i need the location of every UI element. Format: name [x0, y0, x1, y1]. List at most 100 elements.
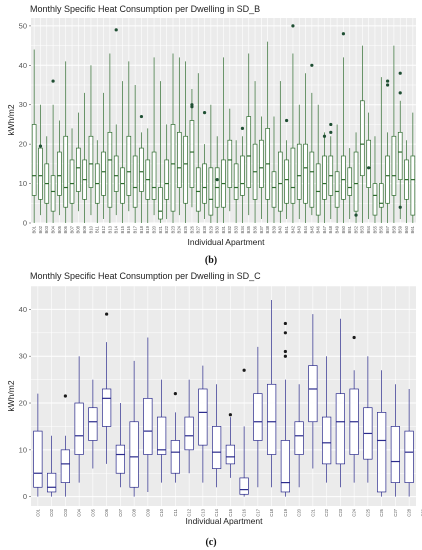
- x-tick-label: B45: [309, 225, 314, 233]
- box-C01: [33, 393, 43, 497]
- box-iqr: [60, 449, 70, 483]
- x-tick-label: C01: [35, 508, 40, 516]
- x-tick-label: B38: [265, 225, 270, 233]
- box-iqr: [253, 393, 263, 441]
- x-tick-label: B22: [164, 225, 169, 233]
- box-B60: [404, 140, 409, 223]
- box-B15: [120, 81, 125, 223]
- y-tick-label: 10: [19, 179, 27, 188]
- x-tick-label: B50: [341, 225, 346, 233]
- box-iqr: [38, 147, 43, 200]
- x-tick-label: C07: [118, 508, 123, 516]
- box-iqr: [183, 135, 188, 204]
- box-iqr: [208, 167, 214, 216]
- box-iqr: [88, 407, 98, 441]
- x-tick-label: B40: [278, 225, 283, 233]
- y-tick-label: 0: [23, 492, 27, 501]
- box-B30: [214, 136, 220, 223]
- box-B55: [372, 136, 378, 223]
- x-tick-label: B11: [95, 225, 100, 233]
- chart-b-boxes: [31, 24, 416, 223]
- x-tick-label: B18: [139, 225, 144, 233]
- box-C15: [225, 413, 235, 478]
- box-iqr: [322, 416, 332, 465]
- x-tick-label: C08: [132, 508, 137, 516]
- box-B31: [221, 57, 226, 223]
- outlier-point: [354, 213, 358, 217]
- outlier-point: [242, 368, 246, 372]
- box-iqr: [296, 143, 302, 200]
- box-iqr: [101, 151, 106, 196]
- box-C12: [184, 379, 194, 474]
- x-tick-label: B19: [145, 225, 150, 233]
- x-tick-label: C16: [242, 508, 247, 516]
- x-tick-label: B39: [271, 225, 276, 233]
- outlier-point: [240, 126, 245, 130]
- y-tick-label: 10: [19, 445, 27, 454]
- x-tick-label: B57: [385, 225, 390, 233]
- y-tick-label: 0: [23, 219, 27, 228]
- box-iqr: [335, 393, 345, 465]
- box-C18: [267, 300, 277, 488]
- box-iqr: [57, 151, 62, 196]
- box-iqr: [378, 183, 384, 208]
- box-iqr: [126, 135, 132, 196]
- box-B14: [113, 28, 119, 216]
- x-tick-label: C17: [255, 508, 260, 516]
- box-iqr: [151, 151, 157, 200]
- outlier-point: [283, 331, 287, 335]
- box-B29: [208, 104, 214, 223]
- outlier-point: [398, 71, 402, 75]
- x-tick-label: B36: [252, 225, 257, 233]
- x-tick-label: B25: [183, 225, 188, 233]
- chart-c-x-ticks: C01 C02 C03 C04 C05 C06 C07 C08 C09 C10 C11 C12 C13 C…: [35, 508, 422, 516]
- box-B34: [240, 126, 245, 223]
- box-B51: [347, 148, 353, 220]
- box-iqr: [391, 135, 397, 196]
- box-B08: [76, 112, 81, 212]
- x-tick-label: B47: [322, 225, 327, 233]
- box-B06: [63, 61, 69, 223]
- x-tick-label: B33: [234, 225, 239, 233]
- outlier-point: [329, 122, 333, 127]
- box-B43: [296, 104, 302, 220]
- box-B53: [360, 45, 365, 223]
- box-C09: [143, 337, 153, 492]
- box-C03: [60, 394, 70, 497]
- box-iqr: [233, 163, 239, 200]
- chart-b-caption: (b): [205, 255, 217, 266]
- box-B59: [397, 71, 403, 220]
- box-B40: [277, 81, 283, 223]
- x-tick-label: B21: [158, 225, 163, 233]
- x-tick-label: B32: [227, 225, 232, 233]
- box-iqr: [277, 151, 283, 212]
- x-tick-label: C02: [49, 508, 54, 516]
- box-iqr: [347, 167, 353, 196]
- x-tick-label: B02: [38, 225, 43, 233]
- box-C04: [74, 356, 84, 483]
- chart-b-x-ticks: B01 B02 B03 B04 B05 B06 B07 B08 B09 B10 B11 B12 B13 B…: [32, 225, 416, 233]
- box-iqr: [410, 155, 416, 216]
- box-B25: [183, 61, 188, 223]
- x-tick-label: B13: [107, 225, 112, 233]
- outlier-point: [398, 205, 402, 209]
- box-B28: [202, 111, 207, 220]
- box-C22: [322, 356, 332, 483]
- outlier-point: [398, 91, 402, 95]
- box-C13: [198, 365, 208, 483]
- x-tick-label: C15: [228, 508, 233, 516]
- box-B02: [38, 104, 43, 216]
- box-iqr: [113, 155, 119, 192]
- x-tick-label: C24: [352, 508, 357, 516]
- box-C08: [129, 360, 139, 497]
- x-tick-label: B23: [170, 225, 175, 233]
- chart-b-y-ticks: 0 10 20 30 40 50: [19, 21, 31, 228]
- box-B19: [145, 128, 151, 223]
- outlier-point: [385, 83, 390, 87]
- y-tick-label: 20: [19, 399, 27, 408]
- chart-c-y-label: kWh/m2: [6, 380, 16, 411]
- x-tick-label: C13: [200, 508, 205, 516]
- box-iqr: [177, 131, 182, 188]
- outlier-point: [139, 114, 144, 119]
